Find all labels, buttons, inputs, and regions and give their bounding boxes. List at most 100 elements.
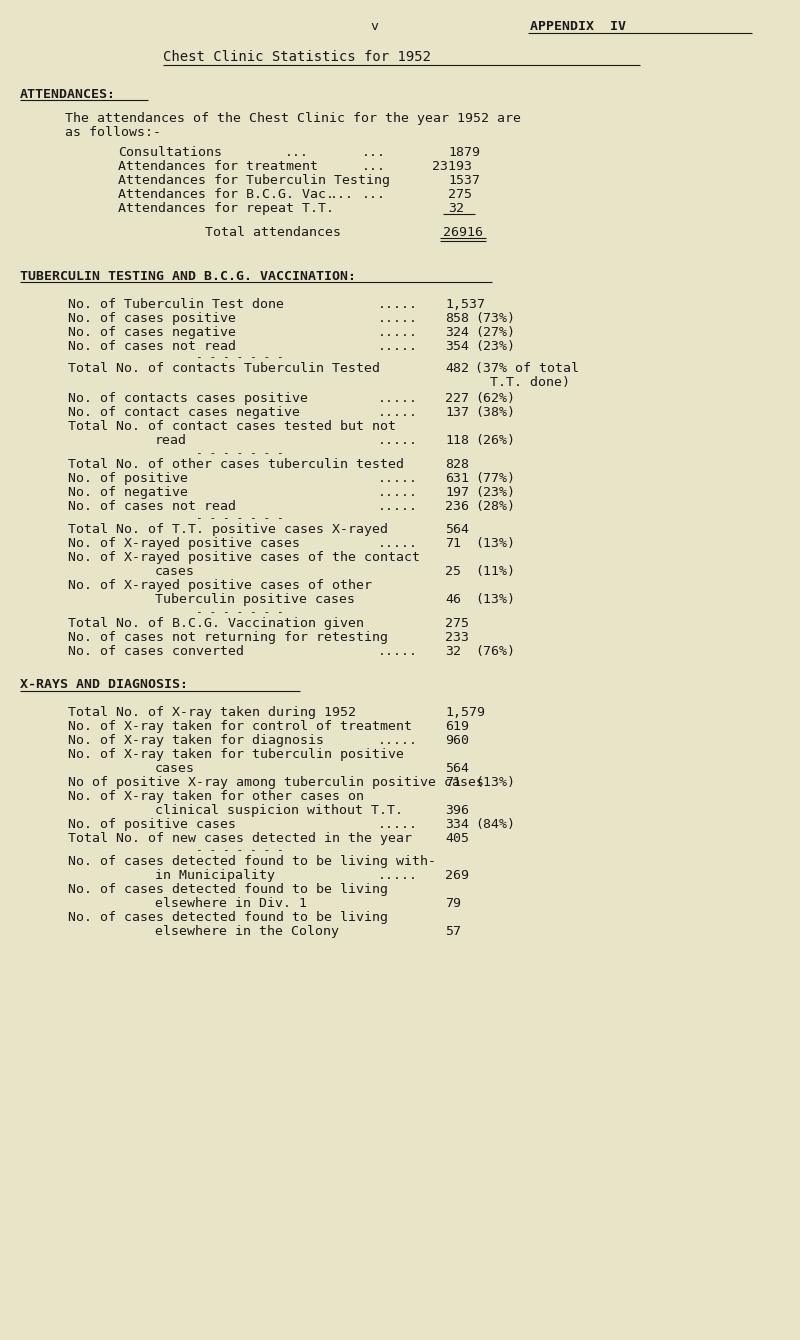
Text: 71: 71 [445, 537, 461, 549]
Text: 32: 32 [445, 645, 461, 658]
Text: (77%): (77%) [475, 472, 515, 485]
Text: .....: ..... [378, 486, 418, 498]
Text: Attendances for B.C.G. Vac.: Attendances for B.C.G. Vac. [118, 188, 334, 201]
Text: 1,579: 1,579 [445, 706, 485, 720]
Text: No. of negative: No. of negative [68, 486, 188, 498]
Text: 26916: 26916 [443, 226, 483, 239]
Text: The attendances of the Chest Clinic for the year 1952 are: The attendances of the Chest Clinic for … [65, 113, 521, 125]
Text: No. of cases detected found to be living: No. of cases detected found to be living [68, 883, 388, 896]
Text: cases: cases [155, 762, 195, 775]
Text: Consultations: Consultations [118, 146, 222, 159]
Text: No. of cases negative: No. of cases negative [68, 326, 236, 339]
Text: No. of cases not read: No. of cases not read [68, 340, 236, 352]
Text: .....: ..... [378, 817, 418, 831]
Text: (27%): (27%) [475, 326, 515, 339]
Text: (76%): (76%) [475, 645, 515, 658]
Text: 269: 269 [445, 870, 469, 882]
Text: elsewhere in the Colony: elsewhere in the Colony [155, 925, 339, 938]
Text: 118: 118 [445, 434, 469, 448]
Text: 137: 137 [445, 406, 469, 419]
Text: ...: ... [362, 146, 386, 159]
Text: (13%): (13%) [475, 776, 515, 789]
Text: No. of cases not returning for retesting: No. of cases not returning for retesting [68, 631, 388, 645]
Text: No. of contacts cases positive: No. of contacts cases positive [68, 393, 308, 405]
Text: Chest Clinic Statistics for 1952: Chest Clinic Statistics for 1952 [163, 50, 431, 64]
Text: .....: ..... [378, 434, 418, 448]
Text: No. of X-rayed positive cases of other: No. of X-rayed positive cases of other [68, 579, 372, 592]
Text: (13%): (13%) [475, 537, 515, 549]
Text: (23%): (23%) [475, 340, 515, 352]
Text: No. of cases detected found to be living with-: No. of cases detected found to be living… [68, 855, 436, 868]
Text: No. of cases positive: No. of cases positive [68, 312, 236, 326]
Text: - - - - - - -: - - - - - - - [196, 352, 284, 362]
Text: Total No. of T.T. positive cases X-rayed: Total No. of T.T. positive cases X-rayed [68, 523, 388, 536]
Text: in Municipality: in Municipality [155, 870, 275, 882]
Text: cases: cases [155, 565, 195, 578]
Text: Attendances for repeat T.T.: Attendances for repeat T.T. [118, 202, 334, 214]
Text: 233: 233 [445, 631, 469, 645]
Text: Total No. of X-ray taken during 1952: Total No. of X-ray taken during 1952 [68, 706, 356, 720]
Text: 1879: 1879 [448, 146, 480, 159]
Text: Total No. of B.C.G. Vaccination given: Total No. of B.C.G. Vaccination given [68, 616, 364, 630]
Text: 1537: 1537 [448, 174, 480, 188]
Text: No of positive X-ray among tuberculin positive cases: No of positive X-ray among tuberculin po… [68, 776, 484, 789]
Text: ATTENDANCES:: ATTENDANCES: [20, 88, 116, 100]
Text: (84%): (84%) [475, 817, 515, 831]
Text: (11%): (11%) [475, 565, 515, 578]
Text: 858: 858 [445, 312, 469, 326]
Text: Total No. of contact cases tested but not: Total No. of contact cases tested but no… [68, 419, 396, 433]
Text: .....: ..... [378, 500, 418, 513]
Text: T.T. done): T.T. done) [490, 377, 570, 389]
Text: 32: 32 [448, 202, 464, 214]
Text: No. of cases not read: No. of cases not read [68, 500, 236, 513]
Text: 197: 197 [445, 486, 469, 498]
Text: (13%): (13%) [475, 594, 515, 606]
Text: No. of cases detected found to be living: No. of cases detected found to be living [68, 911, 388, 925]
Text: No. of X-rayed positive cases of the contact: No. of X-rayed positive cases of the con… [68, 551, 420, 564]
Text: 354: 354 [445, 340, 469, 352]
Text: Total attendances: Total attendances [205, 226, 341, 239]
Text: .....: ..... [378, 870, 418, 882]
Text: APPENDIX  IV: APPENDIX IV [530, 20, 626, 34]
Text: - - - - - - -: - - - - - - - [196, 448, 284, 458]
Text: 275: 275 [445, 616, 469, 630]
Text: clinical suspicion without T.T.: clinical suspicion without T.T. [155, 804, 403, 817]
Text: No. of X-ray taken for diagnosis: No. of X-ray taken for diagnosis [68, 734, 324, 746]
Text: ...: ... [330, 188, 354, 201]
Text: (38%): (38%) [475, 406, 515, 419]
Text: 23193: 23193 [432, 159, 472, 173]
Text: 564: 564 [445, 762, 469, 775]
Text: .....: ..... [378, 472, 418, 485]
Text: X-RAYS AND DIAGNOSIS:: X-RAYS AND DIAGNOSIS: [20, 678, 188, 691]
Text: No. of cases converted: No. of cases converted [68, 645, 244, 658]
Text: 57: 57 [445, 925, 461, 938]
Text: as follows:-: as follows:- [65, 126, 161, 139]
Text: No. of X-rayed positive cases: No. of X-rayed positive cases [68, 537, 300, 549]
Text: 275: 275 [448, 188, 472, 201]
Text: .....: ..... [378, 340, 418, 352]
Text: 71: 71 [445, 776, 461, 789]
Text: 619: 619 [445, 720, 469, 733]
Text: .....: ..... [378, 297, 418, 311]
Text: - - - - - - -: - - - - - - - [196, 513, 284, 523]
Text: (37% of total: (37% of total [475, 362, 579, 375]
Text: 1,537: 1,537 [445, 297, 485, 311]
Text: (73%): (73%) [475, 312, 515, 326]
Text: 79: 79 [445, 896, 461, 910]
Text: 405: 405 [445, 832, 469, 846]
Text: Total No. of contacts Tuberculin Tested: Total No. of contacts Tuberculin Tested [68, 362, 380, 375]
Text: No. of positive cases: No. of positive cases [68, 817, 236, 831]
Text: No. of positive: No. of positive [68, 472, 188, 485]
Text: .....: ..... [378, 406, 418, 419]
Text: 227: 227 [445, 393, 469, 405]
Text: elsewhere in Div. 1: elsewhere in Div. 1 [155, 896, 307, 910]
Text: read: read [155, 434, 187, 448]
Text: (23%): (23%) [475, 486, 515, 498]
Text: .....: ..... [378, 734, 418, 746]
Text: No. of X-ray taken for tuberculin positive: No. of X-ray taken for tuberculin positi… [68, 748, 404, 761]
Text: Total No. of new cases detected in the year: Total No. of new cases detected in the y… [68, 832, 412, 846]
Text: 334: 334 [445, 817, 469, 831]
Text: 46: 46 [445, 594, 461, 606]
Text: 631: 631 [445, 472, 469, 485]
Text: 960: 960 [445, 734, 469, 746]
